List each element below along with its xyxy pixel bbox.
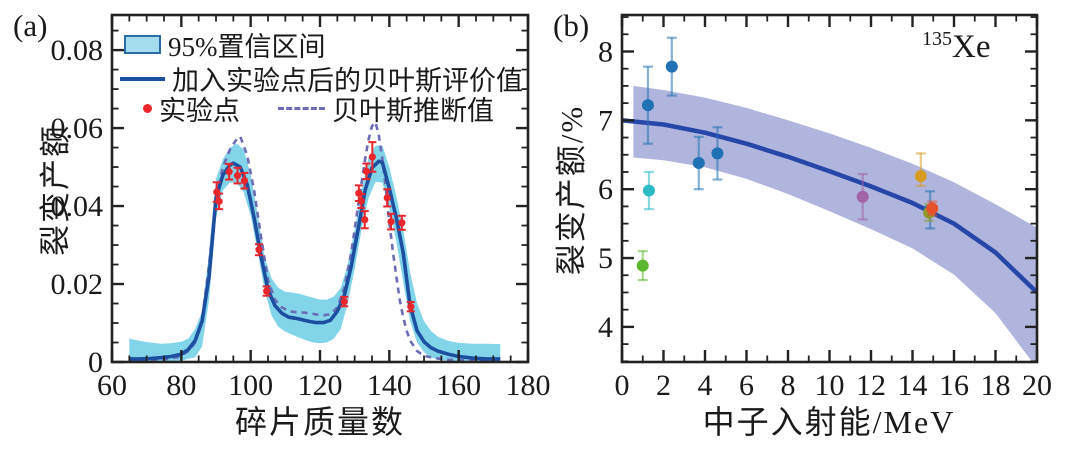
measured-yield-point	[692, 157, 705, 170]
panel-b-y-axis-title: 裂变产额/%	[554, 104, 589, 276]
measured-yield-point	[711, 147, 724, 160]
panel-a-tag: (a)	[13, 8, 48, 43]
svg-text:80: 80	[166, 369, 196, 402]
experimental-point	[263, 287, 271, 295]
experimental-point	[240, 177, 249, 185]
isotope-mass-number: 135	[922, 28, 952, 50]
bayes-evaluated-curve	[129, 159, 501, 361]
svg-text:0.02: 0.02	[51, 268, 104, 301]
experimental-point	[225, 168, 233, 176]
svg-text:0.08: 0.08	[51, 34, 104, 67]
experimental-point	[407, 303, 415, 311]
experimental-point	[357, 197, 365, 205]
svg-text:8: 8	[598, 35, 613, 68]
measured-yield-point	[665, 60, 678, 73]
panel-a-y-axis-title: 裂变产额	[38, 124, 73, 256]
svg-text:4: 4	[698, 369, 713, 402]
svg-text:12: 12	[856, 369, 886, 402]
svg-text:140: 140	[367, 369, 412, 402]
panel-a-axes: 60 80 100 120 140 160 180 0 0.02 0.04 0.06 0.08	[51, 13, 551, 402]
svg-text:160: 160	[436, 369, 481, 402]
inferred-line-swatch	[278, 107, 325, 110]
experimental-point	[387, 218, 395, 226]
legend-experimental-label: 实验点	[159, 96, 240, 126]
panel-b-tag: (b)	[553, 8, 590, 43]
svg-text:180: 180	[506, 369, 551, 402]
svg-text:6: 6	[739, 369, 754, 402]
measured-yield-point	[856, 190, 869, 203]
experimental-point	[340, 297, 348, 306]
svg-text:120: 120	[298, 369, 343, 402]
svg-text:10: 10	[815, 369, 845, 402]
isotope-symbol: Xe	[952, 29, 991, 65]
experimental-point	[362, 167, 371, 175]
experimental-point	[383, 194, 391, 202]
measured-yield-point	[636, 259, 649, 272]
svg-text:2: 2	[656, 369, 671, 402]
svg-text:8: 8	[781, 369, 796, 402]
svg-text:4: 4	[598, 311, 613, 344]
svg-text:0.04: 0.04	[51, 190, 104, 223]
svg-text:18: 18	[981, 369, 1011, 402]
svg-text:5: 5	[598, 242, 613, 275]
measured-yield-point	[642, 184, 655, 197]
confidence-band-swatch	[124, 35, 161, 54]
experimental-point-swatch	[143, 104, 152, 113]
svg-text:100: 100	[228, 369, 273, 402]
svg-text:7: 7	[598, 104, 613, 137]
svg-text:16: 16	[939, 369, 969, 402]
experimental-point	[233, 172, 242, 180]
svg-text:0: 0	[615, 369, 630, 402]
panel-b-series	[623, 36, 1036, 361]
measured-yield-point	[641, 99, 654, 112]
svg-text:0.06: 0.06	[51, 112, 104, 145]
measured-yield-point	[914, 170, 927, 183]
legend-row-evaluated: 加入实验点后的贝叶斯评价值	[120, 59, 523, 98]
isotope-annotation: 135Xe	[922, 28, 990, 66]
legend-evaluated-label: 加入实验点后的贝叶斯评价值	[172, 66, 523, 96]
svg-text:6: 6	[598, 173, 613, 206]
legend-row-band: 95%置信区间	[124, 25, 326, 64]
confidence-band-b	[633, 85, 1036, 361]
panel-b-x-axis-title: 中子入射能/MeV	[702, 404, 956, 440]
legend-band-label: 95%置信区间	[168, 32, 326, 62]
legend-inferred-label: 贝叶斯推断值	[332, 96, 494, 126]
experimental-point	[361, 216, 369, 224]
experimental-point	[255, 246, 263, 254]
panel-a-series	[129, 119, 501, 361]
experimental-point	[215, 197, 223, 205]
experimental-point	[398, 219, 406, 227]
measured-yield-point	[926, 202, 939, 215]
svg-text:14: 14	[898, 369, 928, 402]
evaluated-line-swatch	[120, 76, 165, 81]
confidence-band-a	[129, 143, 501, 361]
legend-row-points: 实验点 贝叶斯推断值	[143, 89, 494, 128]
svg-text:60: 60	[97, 369, 127, 402]
experimental-point	[368, 153, 376, 161]
evaluated-curve-b	[623, 118, 1036, 295]
svg-text:0: 0	[88, 346, 103, 379]
panel-a-x-axis-title: 碎片质量数	[234, 404, 405, 440]
svg-text:20: 20	[1022, 369, 1052, 402]
